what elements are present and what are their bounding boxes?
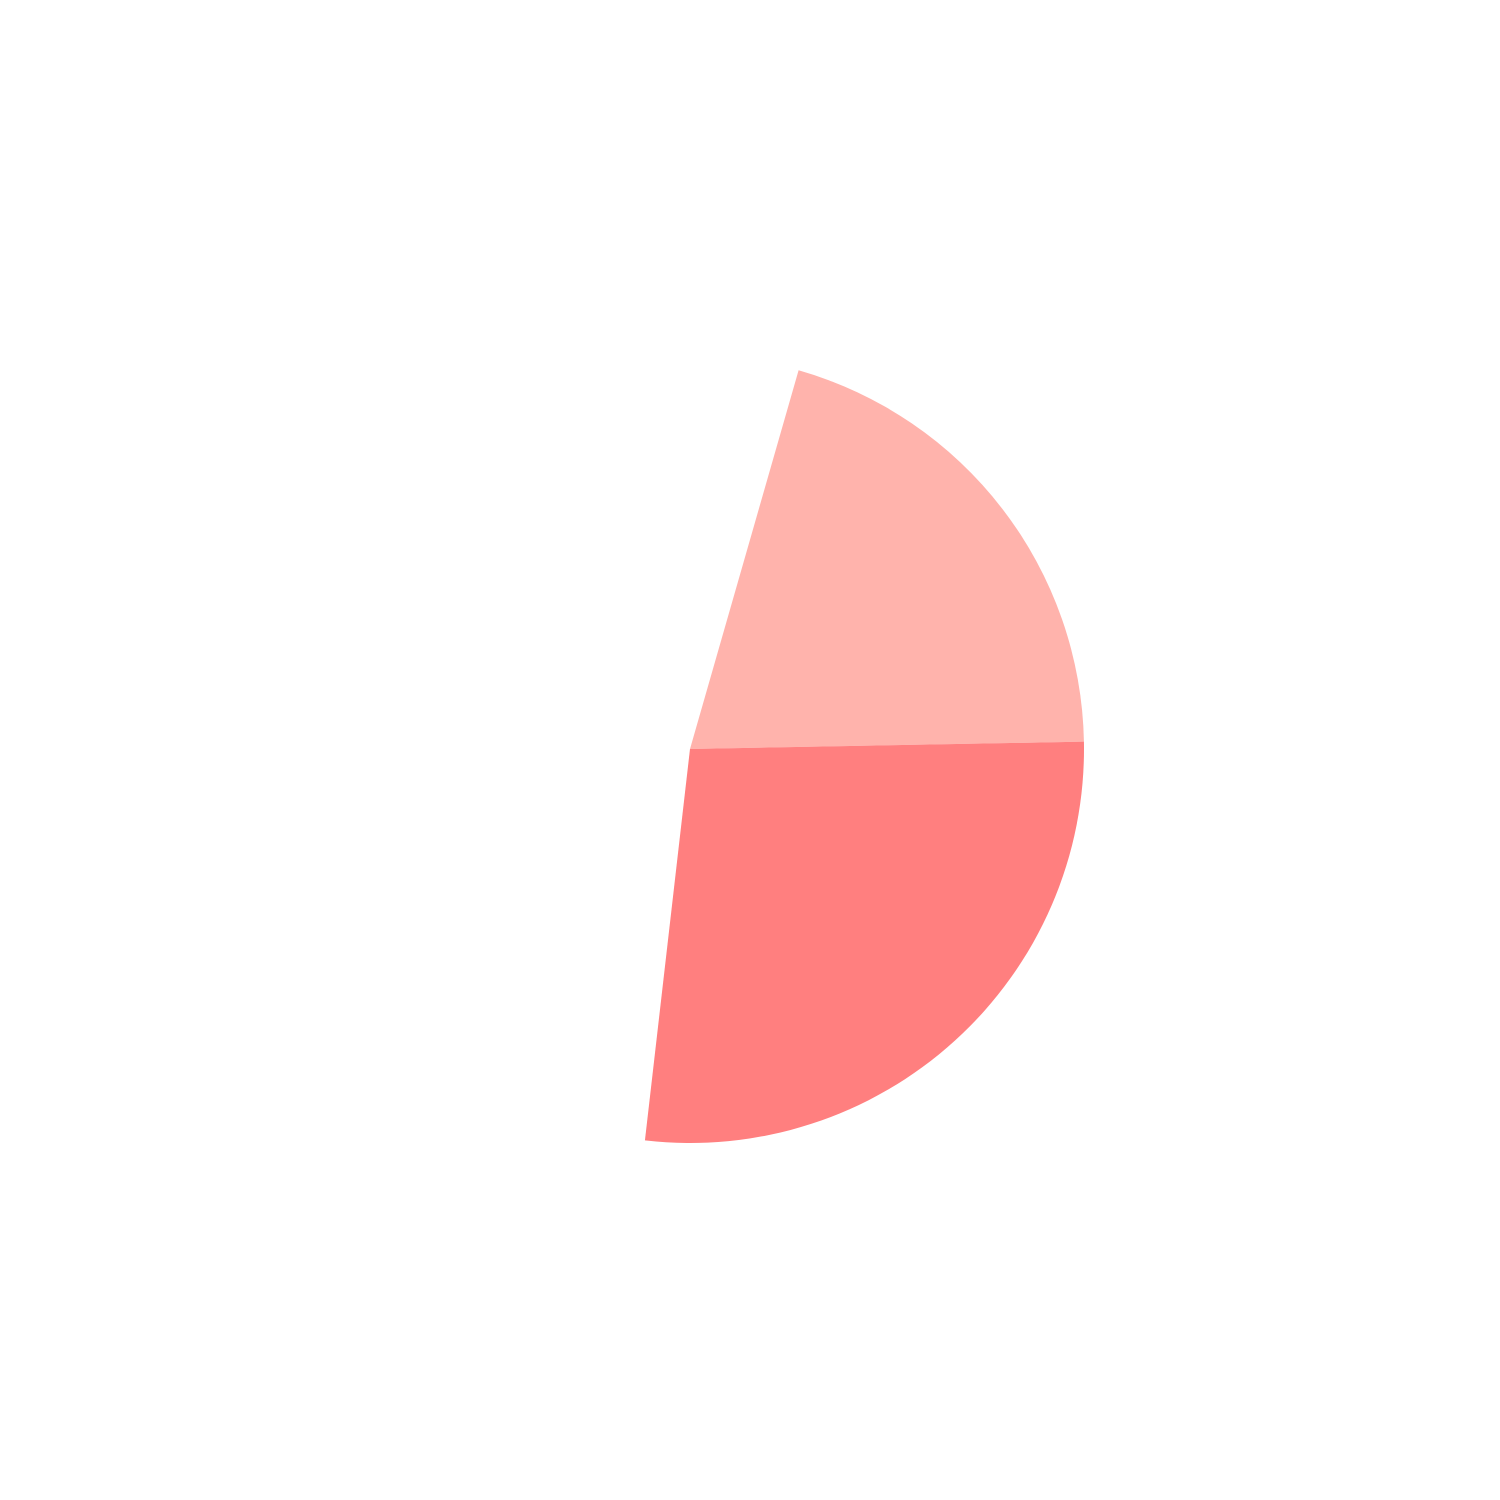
pie-slice-2 [644,741,1084,1143]
pie-slice-1 [690,370,1084,749]
pie-slices [644,370,1084,1143]
